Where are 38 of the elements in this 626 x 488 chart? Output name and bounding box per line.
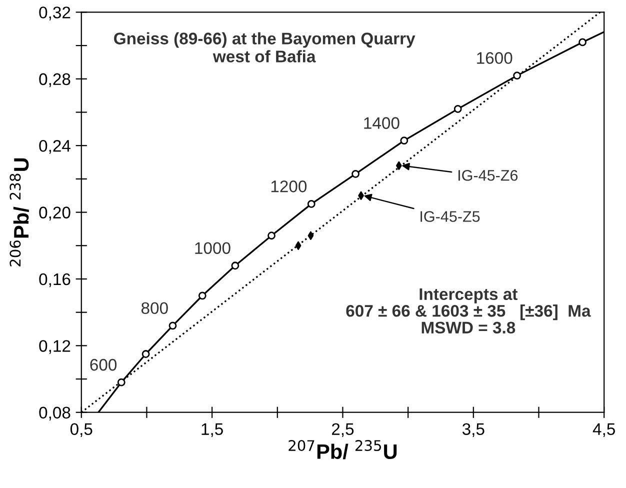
y-tick-label: 0,32 [39, 6, 70, 20]
text: Gneiss (89-66) at the Bayomen Quarry west of Bafia [114, 32, 416, 62]
point [578, 38, 586, 46]
point [168, 322, 177, 330]
point [117, 378, 126, 386]
annotation: IG-45-Z5 [420, 211, 480, 222]
y-tick-label: 0,08 [39, 406, 70, 421]
x-tick-label: 3,5 [462, 423, 484, 437]
point [352, 170, 360, 178]
y-tick-label: 0,24 [39, 140, 70, 154]
point [295, 241, 302, 250]
point [454, 104, 462, 113]
x-tick-label: 1,5 [202, 423, 223, 437]
annotation: IG-45-Z6 [458, 170, 518, 181]
annotation: Intercepts at 607 ± 66 & 1603 ± 35 [±36] Ma MSWD = 3.8 [346, 288, 591, 334]
annotation: 1000 [195, 242, 230, 254]
point [400, 136, 408, 145]
x-axis-title: $^{207}$Pb/ $^{235}$U [288, 440, 397, 460]
y-tick-label: 0,12 [39, 340, 70, 354]
annotation: 1200 [271, 180, 307, 192]
annotation: 1600 [477, 52, 512, 64]
y-tick-label: 0,28 [39, 73, 70, 88]
point [307, 200, 316, 208]
x-tick-label: 2,5 [332, 423, 354, 437]
y-tick-label: 0,16 [39, 273, 70, 288]
annotation: 1400 [364, 117, 400, 129]
point [142, 350, 150, 358]
x-tick-label: 0,5 [70, 423, 92, 437]
point [513, 72, 522, 80]
point [231, 262, 240, 270]
point [308, 231, 314, 240]
annotation: 800 [141, 302, 168, 314]
y-tick-label: 0,20 [39, 206, 70, 220]
point [198, 292, 206, 300]
y-axis-title: $^{206}$Pb/ $^{238}$U [10, 158, 29, 266]
point [268, 232, 276, 240]
x-tick-label: 4,5 [592, 423, 615, 437]
annotation: 600 [90, 358, 117, 371]
